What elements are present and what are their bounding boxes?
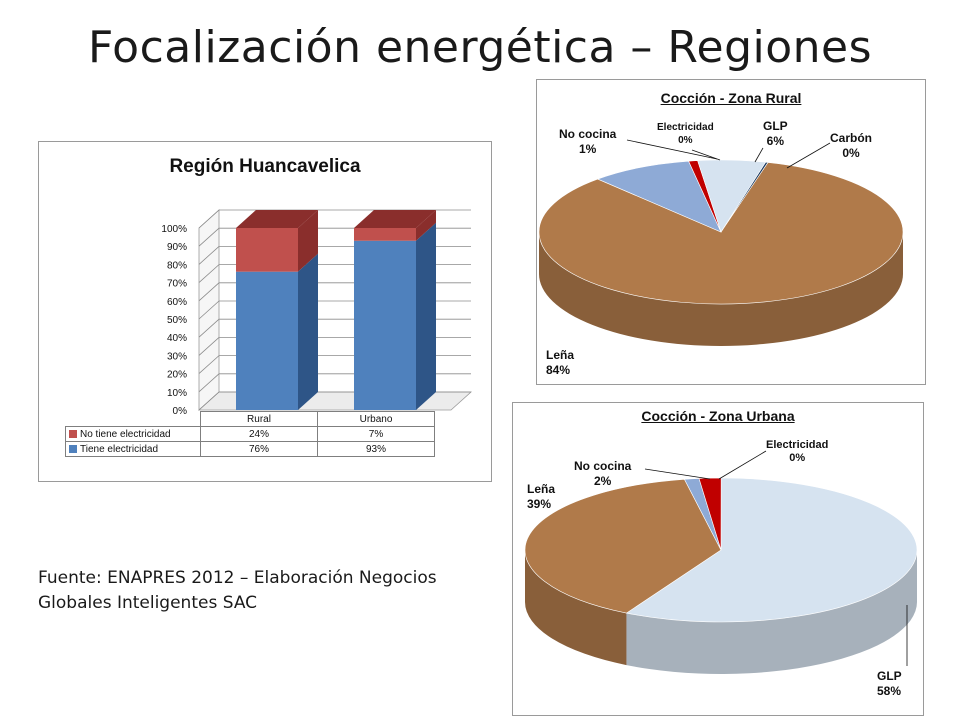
y-tick-label: 0% (173, 406, 188, 417)
bar-segment (236, 271, 298, 410)
source-note: Fuente: ENAPRES 2012 – Elaboración Negoc… (38, 568, 437, 613)
data-label: 76% (200, 441, 318, 457)
urban-pie-panel: Cocción - Zona Urbana Electricidad 0% No … (512, 402, 924, 716)
y-tick-label: 60% (167, 297, 187, 308)
bar-side (298, 253, 318, 410)
data-label: 24% (200, 426, 318, 442)
label-carbon: Carbón 0% (830, 131, 872, 160)
y-tick-label: 20% (167, 370, 187, 381)
leader-line (626, 139, 718, 160)
data-table-row: No tiene electricidad 24% 7% (65, 426, 435, 442)
pie-slice (524, 478, 722, 614)
label-no-cocina: No cocina 1% (559, 127, 617, 156)
bar-chart-panel: Región Huancavelica 0% 10% 20% 30% 40% 50% 60%… (38, 141, 492, 482)
leader-line (644, 468, 711, 480)
leader-line (754, 147, 764, 163)
bar-chart-title: Región Huancavelica (169, 156, 361, 177)
bar-side (416, 210, 436, 241)
legend-key-red (69, 429, 77, 438)
bar-chart-svg: 0% 10% 20% 30% 40% 50% 60% 70% 80% 90% 100% (161, 209, 473, 417)
label-lena: Leña 39% (527, 482, 556, 511)
bar-top (236, 210, 318, 228)
y-tick-label: 80% (167, 260, 187, 271)
y-tick-label: 40% (167, 333, 187, 344)
leader-line (691, 149, 721, 161)
category-label: Urbano (317, 411, 435, 427)
bar-segment (354, 228, 416, 241)
y-tick-label: 70% (167, 279, 187, 290)
urban-pie-title: Cocción - Zona Urbana (641, 408, 795, 424)
label-no-cocina: No cocina 2% (574, 459, 632, 488)
leader-line (786, 142, 831, 169)
label-glp: GLP 58% (877, 669, 902, 698)
pie-slice (596, 160, 722, 233)
pie-slice (538, 162, 904, 305)
y-tick-label: 50% (167, 315, 187, 326)
slide-title: Focalización energética – Regiones (87, 22, 873, 73)
pie-slice (625, 477, 918, 623)
pie-slice-side (626, 550, 917, 674)
rural-pie-panel: Cocción - Zona Rural No cocina 1% Electri… (536, 79, 926, 385)
data-table-row: Tiene electricidad 76% 93% (65, 441, 435, 457)
pie-slice-side (525, 550, 627, 666)
leader-line (718, 450, 767, 480)
legend-key-blue (69, 444, 77, 453)
bar-side (298, 210, 318, 272)
pie-slice (720, 161, 769, 233)
pie-slice-side (539, 232, 903, 346)
series-name: No tiene electricidad (80, 428, 171, 440)
category-label: Rural (200, 411, 318, 427)
label-electricidad: Electricidad 0% (657, 122, 714, 146)
label-glp: GLP 6% (763, 119, 788, 148)
y-tick-label: 100% (161, 224, 187, 235)
y-tick-label: 90% (167, 242, 187, 253)
data-label: 7% (317, 426, 435, 442)
y-tick-label: 10% (167, 388, 187, 399)
series-name: Tiene electricidad (80, 443, 159, 455)
bar-segment (354, 240, 416, 410)
bar-side (416, 222, 436, 410)
y-tick-label: 30% (167, 351, 187, 362)
bar-top (354, 210, 436, 228)
rural-pie-svg (538, 139, 904, 346)
urban-pie-svg (524, 450, 918, 674)
rural-pie-title: Cocción - Zona Rural (660, 90, 802, 106)
data-table: Rural Urbano No tiene electricidad 24% 7… (65, 411, 435, 457)
data-label: 93% (317, 441, 435, 457)
data-table-header: Rural Urbano (66, 411, 435, 427)
bar-segment (236, 228, 298, 272)
label-lena: Leña 84% (546, 348, 575, 377)
label-electricidad: Electricidad 0% (766, 439, 829, 464)
